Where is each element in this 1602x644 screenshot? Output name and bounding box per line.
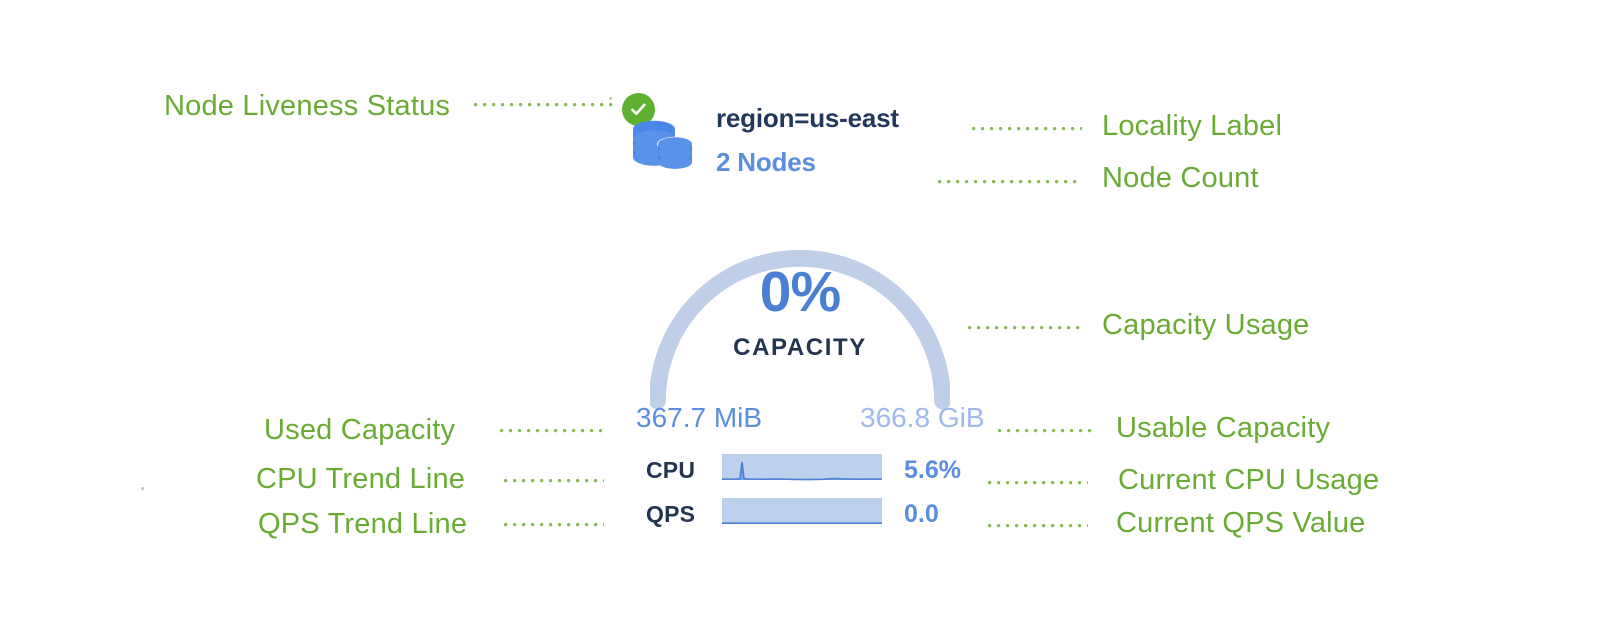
leader-usable-capacity bbox=[998, 429, 1096, 433]
metrics-list: CPU 5.6% QPS 0.0 bbox=[646, 452, 1006, 540]
leader-cpu-trend-line bbox=[504, 479, 604, 483]
usable-capacity-value: 366.8 GiB bbox=[860, 402, 985, 433]
capacity-gauge: 0% CAPACITY bbox=[650, 198, 950, 413]
annotation-current-qps-value: Current QPS Value bbox=[1116, 507, 1366, 539]
annotation-current-cpu-usage: Current CPU Usage bbox=[1118, 464, 1380, 496]
metric-row-qps: QPS 0.0 bbox=[646, 496, 1006, 540]
used-capacity-value: 367.7 MiB bbox=[636, 402, 763, 433]
metric-label-qps: QPS bbox=[646, 501, 696, 527]
leader-node-count bbox=[938, 180, 1082, 184]
annotation-locality-label: Locality Label bbox=[1102, 110, 1283, 142]
check-circle-icon bbox=[622, 93, 655, 126]
annotation-used-capacity: Used Capacity bbox=[264, 414, 456, 446]
annotation-node-count: Node Count bbox=[1102, 162, 1259, 194]
capacity-values-row: 367.7 MiB 366.8 GiB bbox=[636, 401, 1016, 437]
annotation-node-liveness-status: Node Liveness Status bbox=[164, 90, 451, 122]
stray-mark bbox=[609, 97, 612, 100]
cpu-sparkline bbox=[722, 454, 882, 482]
leader-current-cpu-usage bbox=[988, 481, 1088, 485]
leader-node-liveness-status bbox=[474, 103, 614, 107]
leader-qps-trend-line bbox=[504, 523, 604, 527]
leader-capacity-usage bbox=[968, 326, 1082, 330]
qps-sparkline bbox=[722, 498, 882, 526]
stray-mark bbox=[141, 487, 144, 490]
qps-current-value: 0.0 bbox=[904, 500, 939, 528]
locality-label-value: region=us-east bbox=[716, 103, 899, 133]
leader-current-qps-value bbox=[988, 524, 1088, 528]
metric-label-cpu: CPU bbox=[646, 457, 696, 483]
annotation-capacity-usage: Capacity Usage bbox=[1102, 309, 1310, 341]
annotation-usable-capacity: Usable Capacity bbox=[1116, 412, 1331, 444]
database-stack-icon bbox=[631, 120, 695, 175]
annotation-qps-trend-line: QPS Trend Line bbox=[258, 508, 468, 540]
node-summary-header: region=us-east 2 Nodes bbox=[600, 88, 1020, 198]
metric-row-cpu: CPU 5.6% bbox=[646, 452, 1006, 496]
leader-locality-label bbox=[972, 127, 1082, 131]
leader-used-capacity bbox=[500, 429, 602, 433]
node-header-text: region=us-east 2 Nodes bbox=[716, 103, 899, 178]
annotation-cpu-trend-line: CPU Trend Line bbox=[256, 463, 466, 495]
node-count-value: 2 Nodes bbox=[716, 146, 816, 177]
cpu-current-value: 5.6% bbox=[904, 456, 961, 484]
